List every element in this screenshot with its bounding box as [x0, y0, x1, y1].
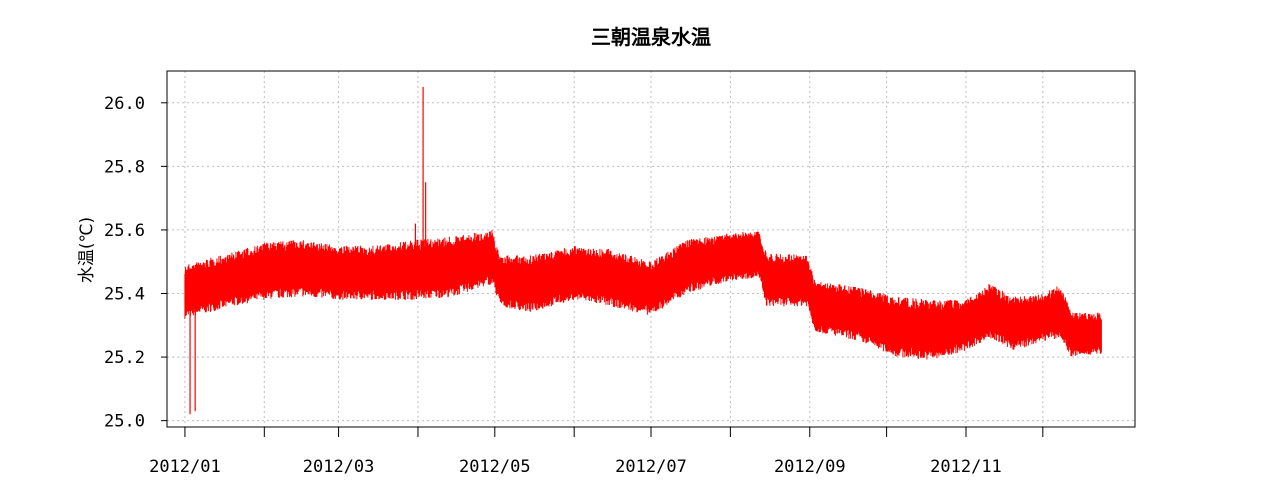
x-tick-label: 2012/11 [930, 457, 1002, 477]
y-tick-label: 25.8 [104, 157, 145, 177]
x-tick-label: 2012/03 [303, 457, 375, 477]
series-band [184, 230, 1102, 360]
x-tick-label: 2012/01 [149, 457, 221, 477]
y-tick-label: 25.2 [104, 348, 145, 368]
y-axis-label: 水温(℃) [77, 217, 97, 283]
x-tick-label: 2012/07 [615, 457, 687, 477]
y-tick-label: 25.6 [104, 221, 145, 241]
grid [167, 71, 1135, 427]
axes: 25.0 25.2 25.4 25.6 25.8 26.0 2012/01 2012/03 20… [104, 94, 1044, 477]
x-tick-label: 2012/09 [774, 457, 846, 477]
y-tick-label: 25.0 [104, 412, 145, 432]
y-tick-label: 26.0 [104, 94, 145, 114]
x-tick-label: 2012/05 [459, 457, 531, 477]
data-series [184, 86, 1102, 415]
chart-title: 三朝温泉水温 [591, 25, 711, 49]
y-tick-label: 25.4 [104, 285, 145, 305]
